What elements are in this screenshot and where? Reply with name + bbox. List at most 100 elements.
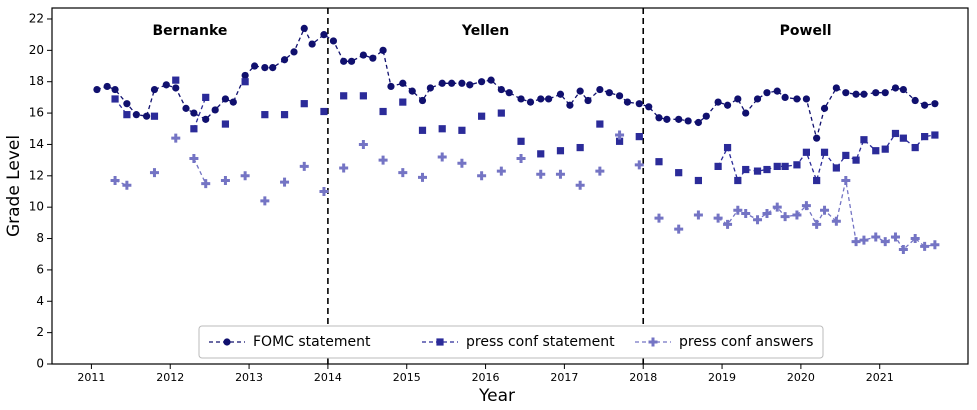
y-tick-label: 10	[29, 200, 44, 214]
point	[399, 79, 407, 87]
point	[162, 81, 170, 89]
point	[379, 46, 387, 54]
legend-label: press conf answers	[679, 334, 813, 350]
point	[123, 100, 131, 108]
point	[930, 240, 940, 250]
legend-label: FOMC statement	[253, 334, 371, 350]
point	[773, 87, 781, 95]
point	[596, 85, 604, 94]
point	[300, 24, 308, 32]
point	[398, 168, 408, 178]
point	[536, 169, 546, 179]
point	[172, 84, 180, 92]
point	[663, 115, 671, 123]
point	[635, 100, 643, 108]
point	[202, 93, 210, 101]
point	[149, 168, 159, 178]
point	[741, 208, 751, 218]
point	[418, 126, 427, 134]
point	[734, 176, 742, 185]
point	[674, 224, 684, 234]
point	[497, 109, 505, 117]
point	[655, 114, 663, 122]
point	[842, 151, 850, 160]
point	[378, 155, 388, 165]
point	[872, 147, 880, 155]
point	[182, 104, 190, 112]
point	[753, 95, 762, 103]
point	[517, 137, 525, 145]
point	[851, 237, 861, 247]
point	[734, 95, 742, 103]
point	[842, 89, 850, 97]
point	[852, 156, 860, 164]
point	[615, 137, 624, 145]
point	[190, 109, 198, 117]
point	[623, 98, 632, 106]
point	[359, 51, 367, 59]
point	[584, 96, 592, 105]
point	[340, 57, 348, 65]
point	[890, 232, 900, 242]
point	[831, 216, 841, 226]
point	[654, 213, 664, 223]
point	[931, 100, 939, 108]
point	[110, 176, 120, 186]
point	[496, 166, 506, 176]
point	[832, 164, 840, 172]
plot-frame	[51, 7, 969, 365]
point	[280, 56, 289, 64]
point	[261, 63, 269, 72]
point	[921, 132, 929, 141]
point	[634, 160, 644, 170]
point	[615, 92, 624, 100]
point	[694, 118, 703, 127]
point	[566, 101, 574, 109]
y-tick-label: 20	[29, 43, 44, 57]
point	[780, 212, 790, 222]
point	[595, 166, 605, 176]
x-tick-label: 2016	[472, 371, 500, 384]
point	[250, 62, 259, 70]
point	[211, 106, 219, 114]
point	[694, 176, 703, 185]
y-tick-label: 18	[29, 74, 44, 88]
x-axis-label: Year	[478, 386, 515, 406]
point	[261, 111, 269, 119]
point	[347, 57, 356, 65]
point	[202, 115, 210, 123]
series-line	[114, 97, 935, 183]
y-tick-label: 6	[36, 262, 44, 276]
point	[753, 167, 762, 175]
point	[675, 169, 683, 177]
x-tick-label: 2020	[787, 371, 815, 384]
point	[478, 112, 486, 120]
point	[240, 171, 250, 181]
point	[891, 129, 900, 138]
point	[841, 176, 851, 186]
point	[684, 117, 692, 125]
x-tick-label: 2013	[235, 371, 263, 384]
point	[132, 111, 140, 119]
y-tick-label: 8	[36, 231, 44, 245]
point	[387, 82, 395, 91]
point	[655, 158, 663, 166]
point	[860, 136, 868, 144]
point	[150, 85, 159, 94]
point	[418, 96, 427, 105]
point	[742, 165, 750, 174]
point	[820, 205, 830, 215]
point	[852, 90, 860, 98]
point	[123, 111, 131, 119]
point	[793, 161, 801, 169]
y-tick-label: 4	[36, 294, 44, 308]
point	[497, 85, 505, 94]
x-tick-label: 2021	[866, 371, 894, 384]
point	[793, 95, 801, 103]
point	[329, 37, 338, 45]
point	[576, 87, 584, 95]
point	[122, 180, 132, 190]
point	[802, 95, 810, 103]
point	[693, 210, 703, 220]
